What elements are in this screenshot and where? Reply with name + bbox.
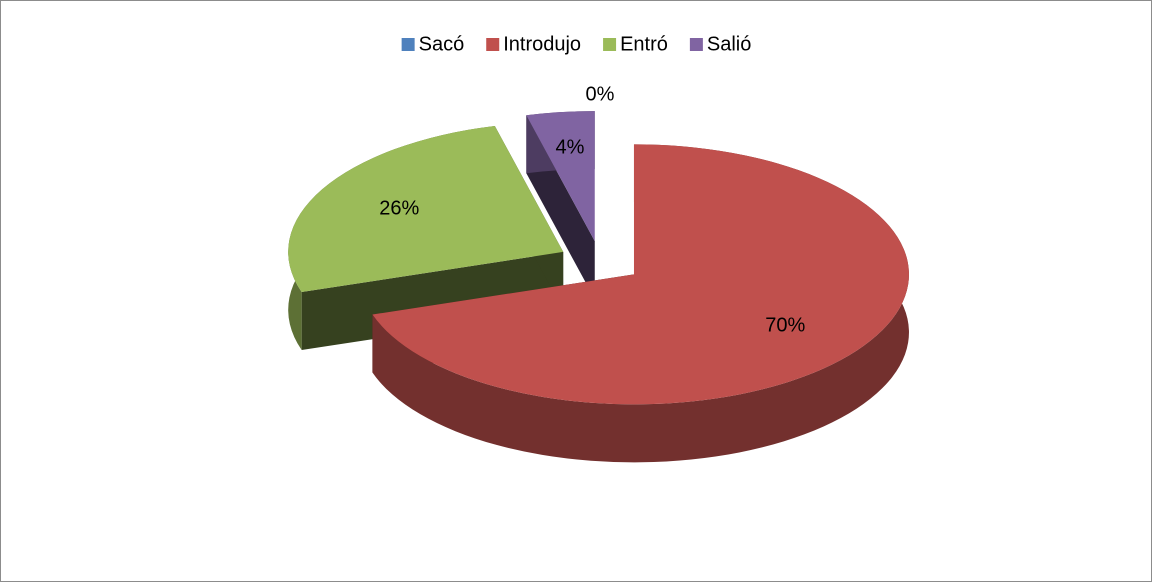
slice xyxy=(288,125,564,351)
data-label: 0% xyxy=(586,84,615,106)
legend-swatch xyxy=(689,38,703,51)
legend-label: Introdujo xyxy=(503,33,581,55)
slice-side-wall xyxy=(301,251,564,351)
legend-label: Entró xyxy=(620,33,668,55)
data-label: 4% xyxy=(555,137,584,159)
legend-label: Sacó xyxy=(419,33,465,55)
legend-swatch xyxy=(486,38,500,51)
slice xyxy=(526,111,595,300)
data-label: 70% xyxy=(765,315,805,337)
slice-top xyxy=(526,111,595,242)
slice-top xyxy=(372,144,909,405)
slice xyxy=(372,144,909,463)
legend-label: Salió xyxy=(707,33,751,55)
legend: Sacó Introdujo Entró Salió xyxy=(401,33,751,55)
pie xyxy=(288,111,909,463)
data-labels: 0% 70% 26% 4% xyxy=(379,84,805,337)
slice-top xyxy=(288,125,564,293)
data-label: 26% xyxy=(379,198,419,220)
legend-swatch xyxy=(401,38,415,51)
legend-swatch xyxy=(603,38,617,51)
